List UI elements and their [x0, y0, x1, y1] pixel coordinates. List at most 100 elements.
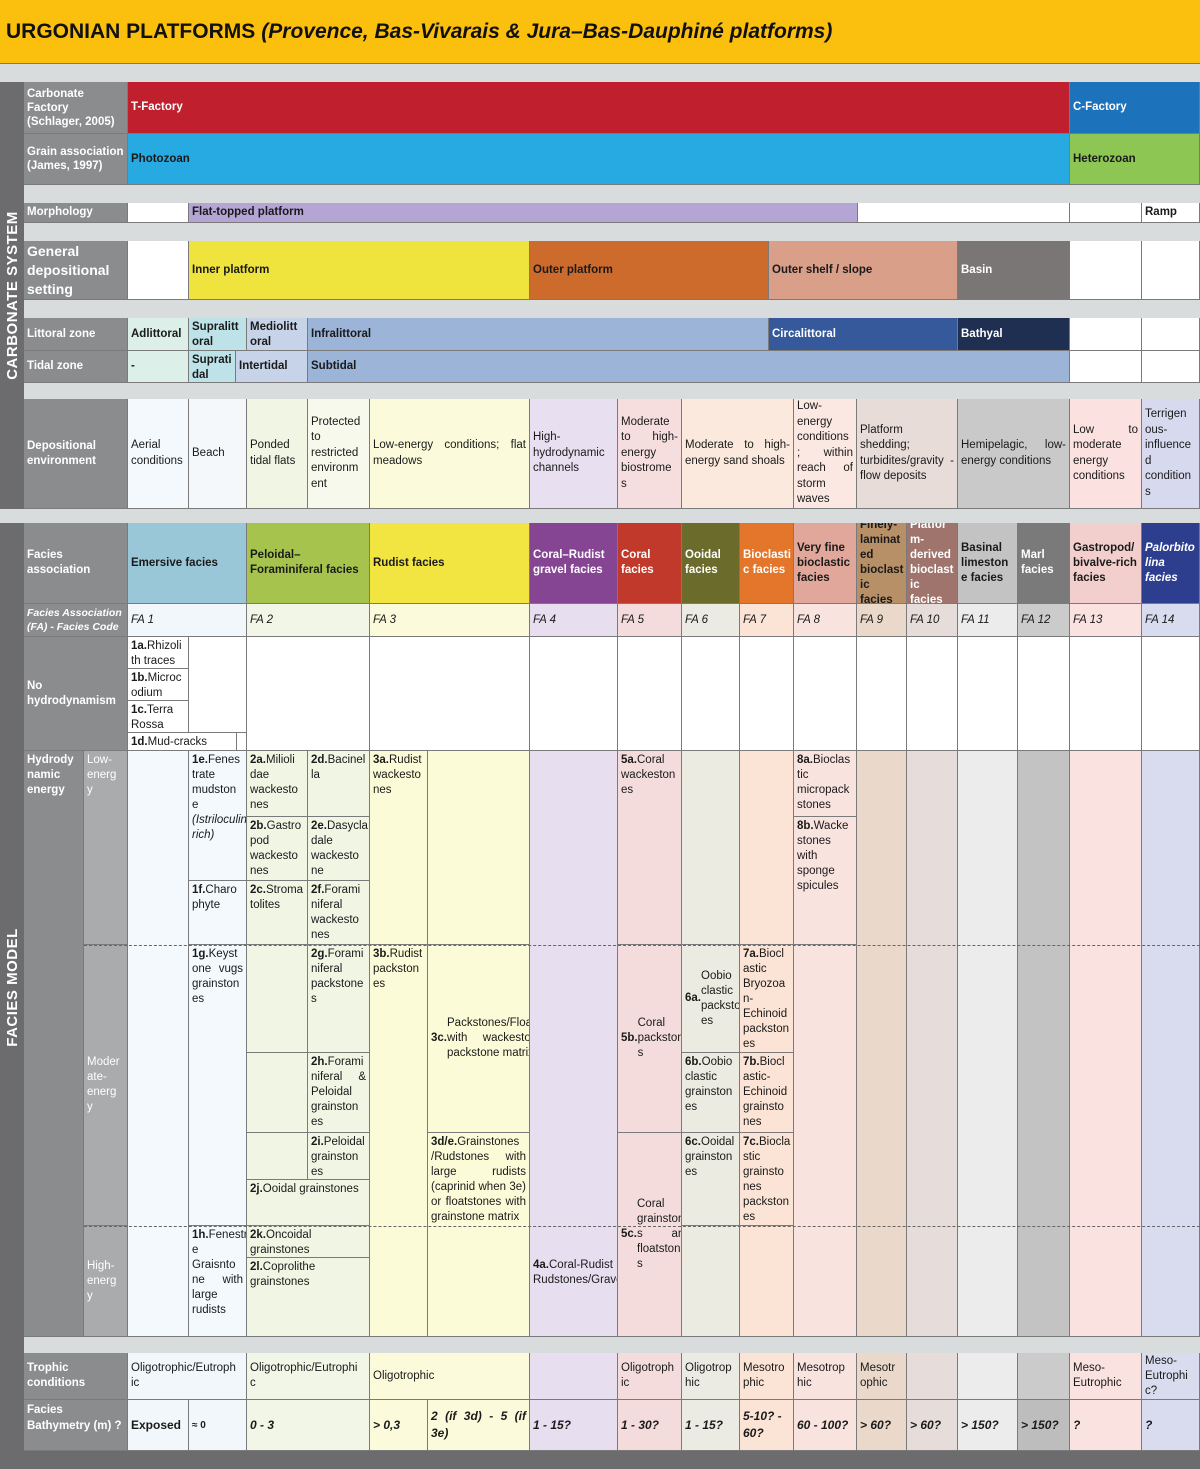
facies-f8b: 8b.Wacke stones with sponge spicules	[794, 817, 857, 945]
bathymetry-cell: 1 - 30?	[618, 1400, 682, 1451]
cell-text: Depositional environment	[27, 439, 97, 467]
cell-text: -	[131, 360, 135, 372]
empty-cell	[1070, 351, 1142, 383]
bathymetry-cell: ?	[1142, 1400, 1200, 1451]
flat-topped-platform: Flat-topped platform	[189, 203, 858, 223]
empty-cell	[128, 241, 189, 300]
row-label: Facies association	[24, 523, 128, 604]
facies-association-14: Palorbito lina facies	[1142, 523, 1200, 604]
facies-text: Forami niferal wackesto nes	[311, 884, 361, 941]
bathymetry-cell: 0 - 3	[247, 1400, 370, 1451]
cell-text: Mediolitt oral	[250, 321, 298, 348]
facies-association-12: Marl facies	[1018, 523, 1070, 604]
bottom-bar	[0, 1451, 1200, 1469]
facies-code: 1g.	[192, 948, 209, 960]
facies-text: Coral-Rudist Rudstones/Gravelstones	[533, 1259, 617, 1286]
row-label: Moder ate-energ y	[84, 945, 128, 1226]
facies-text: Grainstones /Rudstones with large rudist…	[431, 1136, 526, 1223]
facies-text: Bacinel la	[311, 754, 366, 781]
empty-cell	[237, 733, 247, 751]
facies-f2j: 2j.Ooidal grainstones	[247, 1180, 370, 1226]
cell-text: Platform shedding; turbidites/gravity -f…	[860, 423, 954, 483]
cell-text: 1 - 30?	[621, 1417, 660, 1432]
fa12-column	[1018, 751, 1070, 1337]
cell-text: FA 11	[961, 613, 990, 626]
cell-text: Supralitt oral	[192, 321, 239, 348]
facies-text: Coprolithe grainstones	[250, 1261, 316, 1288]
cell-text: Rudist facies	[373, 556, 445, 569]
facies-code-8: FA 8	[794, 604, 857, 637]
c-factory: C-Factory	[1070, 82, 1200, 134]
fa1-column	[128, 751, 189, 1337]
cell-text: Low-energ y	[87, 754, 117, 796]
empty-cell	[958, 637, 1018, 751]
facies-code: 1a.	[131, 640, 147, 652]
cell-text: FA 13	[1073, 613, 1103, 626]
cell-text: Photozoan	[131, 152, 190, 165]
facies-f5b: 5b.Coral packstone s	[618, 945, 682, 1133]
facies-f7b: 7b.Biocl astic-Echinoid grainsto nes	[740, 1053, 794, 1133]
facies-association-4: Coral–Rudist gravel facies	[530, 523, 618, 604]
cell-text: 0 - 3	[250, 1417, 275, 1432]
title-main: URGONIAN PLATFORMS	[6, 19, 256, 43]
facies-association-13: Gastropod/ bivalve-rich facies	[1070, 523, 1142, 604]
adlittoral: Adlittoral	[128, 318, 189, 351]
row-label: General depositional setting	[24, 241, 128, 300]
row-separator	[0, 1337, 1200, 1353]
facies-text: Microc odium	[131, 672, 182, 699]
trophic-cell	[958, 1353, 1018, 1400]
facies-code: 8b.	[797, 820, 814, 832]
facies-text: Oobio clastic packston es	[701, 969, 740, 1027]
cell-text: > 150?	[1021, 1417, 1059, 1432]
facies-text: Peloidal grainston es	[311, 1136, 365, 1178]
cell-text: FA 14	[1145, 613, 1175, 626]
cell-text: Basinal limeston e facies	[961, 541, 1009, 584]
cell-text: FA 9	[860, 613, 884, 626]
facies-code: 2c.	[250, 884, 266, 896]
facies-f6a: 6a.Oobio clastic packston es	[682, 945, 740, 1053]
cell-text: Inner platform	[192, 263, 270, 276]
facies-code: 7a.	[743, 948, 759, 960]
empty-cell	[247, 637, 370, 751]
cell-text: Mesotrop hic	[797, 1362, 845, 1389]
cell-text: Ponded tidal flats	[250, 439, 296, 467]
facies-f2a: 2a.Milioli dae wackesto nes	[247, 751, 308, 817]
ramp: Ramp	[1142, 203, 1200, 223]
cell-text: FA 5	[621, 613, 645, 626]
facies-code: 3a.	[373, 754, 389, 766]
facies-code-6: FA 6	[682, 604, 740, 637]
cell-text: Protected to restricted environm ent	[311, 415, 361, 490]
cell-text: FA 12	[1021, 613, 1051, 626]
row-separator	[0, 223, 1200, 241]
facies-code: 3d/e.	[431, 1136, 458, 1148]
facies-note: (Istriloculina-rich)	[192, 814, 247, 841]
cell-text: Mesotro phic	[743, 1362, 785, 1389]
facies-code-12: FA 12	[1018, 604, 1070, 637]
cell-text: FA 8	[797, 613, 821, 626]
facies-code: 2i.	[311, 1136, 324, 1148]
facies-f6c: 6c.Ooidal grainston es	[682, 1133, 740, 1226]
cell-text: T-Factory	[131, 101, 183, 113]
facies-f2f: 2f.Forami niferal wackesto nes	[308, 881, 370, 945]
empty-cell	[907, 637, 958, 751]
facies-f2e: 2e.Dasycla dale wackesto ne	[308, 817, 370, 881]
facies-f3b: 3b.Rudist packston es	[370, 945, 428, 1337]
facies-association-7: Bioclasti c facies	[740, 523, 794, 604]
cell-text: Circalittoral	[772, 327, 836, 340]
facies-code: 4a.	[533, 1259, 549, 1271]
empty-cell	[682, 1226, 740, 1337]
facies-association-11: Basinal limeston e facies	[958, 523, 1018, 604]
facies-code: 5b.	[621, 1032, 638, 1044]
facies-f2d: 2d.Bacinel la	[308, 751, 370, 817]
cell-text: Morphology	[27, 206, 93, 218]
empty-cell	[682, 637, 740, 751]
cell-text: Adlittoral	[131, 327, 182, 340]
environment-cell: Hemipelagic, low-energy conditions	[958, 399, 1070, 509]
facies-f3de: 3d/e.Grainstones /Rudstones with large r…	[428, 1133, 530, 1337]
facies-text: Stroma tolites	[250, 884, 304, 911]
bathymetry-cell: > 150?	[1018, 1400, 1070, 1451]
facies-text: Biocl astic Bryozoa n-Echinoid packston …	[743, 948, 790, 1050]
cell-text: Marl facies	[1021, 549, 1054, 576]
cell-text: Low-energy conditions; flat meadows	[373, 439, 526, 467]
trophic-cell: Oligotrophic	[370, 1353, 530, 1400]
